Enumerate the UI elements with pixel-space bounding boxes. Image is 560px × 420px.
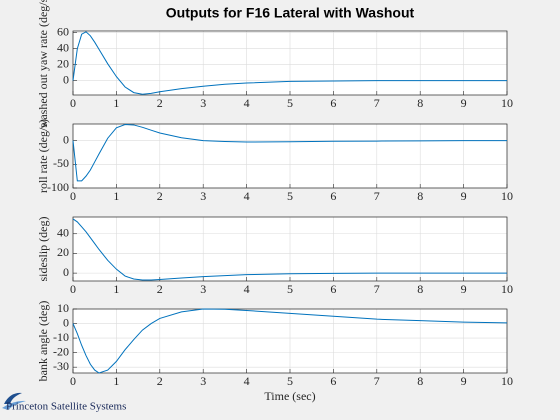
x-tick-label: 0 <box>70 374 76 388</box>
x-tick-label: 2 <box>157 96 163 110</box>
x-tick-label: 3 <box>200 374 206 388</box>
x-axis-label: Time (sec) <box>264 389 315 403</box>
data-line <box>72 123 507 182</box>
x-tick-label: 1 <box>113 282 119 296</box>
y-tick-label: 0 <box>63 315 69 329</box>
x-tick-label: 8 <box>417 189 423 203</box>
x-tick-label: 6 <box>330 189 336 203</box>
x-tick-label: 2 <box>157 189 163 203</box>
x-tick-label: 7 <box>374 374 380 388</box>
x-tick-label: 0 <box>70 96 76 110</box>
y-tick-label: 40 <box>57 40 69 54</box>
axes-box <box>72 30 508 96</box>
y-axis-label: roll rate (deg/s) <box>36 119 50 193</box>
x-tick-label: 9 <box>461 282 467 296</box>
axes-box <box>72 123 508 189</box>
x-tick-label: 6 <box>330 96 336 110</box>
x-tick-label: 2 <box>157 282 163 296</box>
x-tick-label: 8 <box>417 374 423 388</box>
x-tick-label: 9 <box>461 374 467 388</box>
x-tick-label: 9 <box>461 189 467 203</box>
y-tick-label: 10 <box>57 301 69 315</box>
x-tick-label: 1 <box>113 96 119 110</box>
y-axis-label: bank angle (deg) <box>36 301 50 382</box>
footer: Princeton Satellite Systems <box>6 401 126 413</box>
x-tick-label: 5 <box>287 282 293 296</box>
x-tick-label: 3 <box>200 189 206 203</box>
data-line <box>72 218 507 281</box>
x-tick-label: 8 <box>417 96 423 110</box>
y-tick-label: -100 <box>47 180 69 194</box>
y-tick-label: -30 <box>53 359 69 373</box>
y-tick-label: 0 <box>63 132 69 146</box>
x-tick-label: 4 <box>244 374 250 388</box>
x-tick-label: 6 <box>330 374 336 388</box>
x-tick-label: 10 <box>501 96 513 110</box>
x-tick-label: 7 <box>374 282 380 296</box>
x-tick-label: 5 <box>287 189 293 203</box>
x-tick-label: 0 <box>70 189 76 203</box>
x-tick-label: 5 <box>287 374 293 388</box>
x-tick-label: 4 <box>244 282 250 296</box>
x-tick-label: 8 <box>417 282 423 296</box>
logo <box>2 392 26 410</box>
x-tick-label: 1 <box>113 189 119 203</box>
x-tick-label: 4 <box>244 96 250 110</box>
data-line <box>72 31 507 95</box>
x-tick-label: 3 <box>200 96 206 110</box>
x-tick-label: 1 <box>113 374 119 388</box>
y-tick-label: -50 <box>53 156 69 170</box>
x-tick-label: 7 <box>374 96 380 110</box>
x-tick-label: 10 <box>501 374 513 388</box>
x-tick-label: 0 <box>70 282 76 296</box>
y-tick-label: 20 <box>57 56 69 70</box>
x-tick-label: 3 <box>200 282 206 296</box>
x-tick-label: 9 <box>461 96 467 110</box>
y-axis-label: washed out yaw rate (deg/s <box>36 0 50 128</box>
data-line <box>72 308 508 374</box>
y-tick-label: 40 <box>57 225 69 239</box>
y-tick-label: 60 <box>57 24 69 38</box>
x-tick-label: 10 <box>501 282 513 296</box>
axes-box <box>72 216 508 282</box>
x-tick-label: 10 <box>501 189 513 203</box>
y-tick-label: 0 <box>63 72 69 86</box>
x-tick-label: 6 <box>330 282 336 296</box>
axes-box <box>72 308 508 374</box>
x-tick-label: 5 <box>287 96 293 110</box>
y-tick-label: -20 <box>53 344 69 358</box>
y-tick-label: -10 <box>53 330 69 344</box>
y-axis-label: sideslip (deg) <box>36 217 50 282</box>
x-tick-label: 2 <box>157 374 163 388</box>
chart-title: Outputs for F16 Lateral with Washout <box>166 5 415 21</box>
x-tick-label: 4 <box>244 189 250 203</box>
y-tick-label: 0 <box>63 265 69 279</box>
y-tick-label: 20 <box>57 245 69 259</box>
x-tick-label: 7 <box>374 189 380 203</box>
